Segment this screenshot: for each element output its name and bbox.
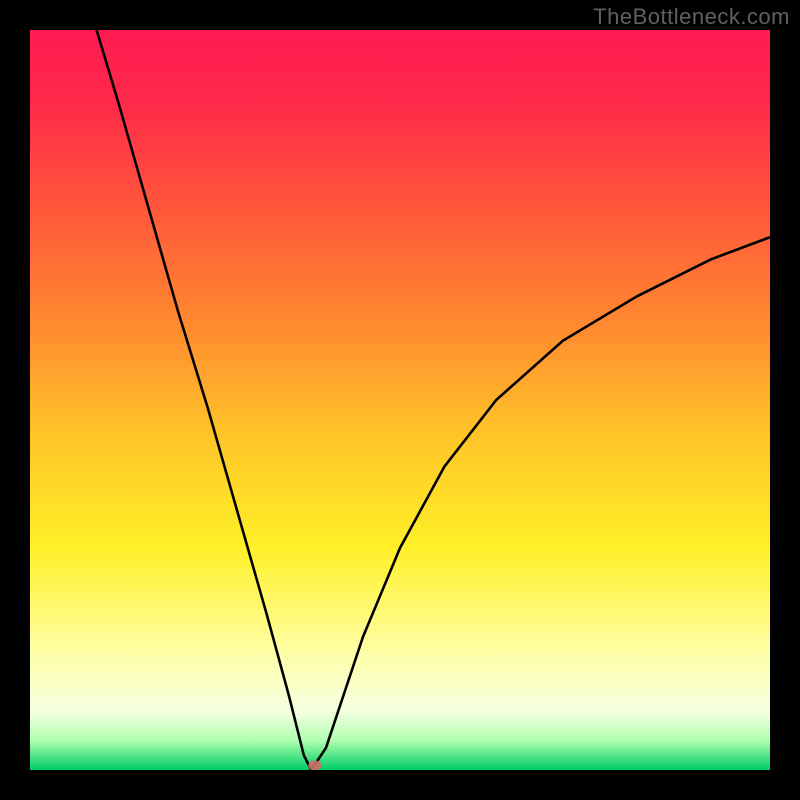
curve-right-branch	[311, 237, 770, 770]
watermark-text: TheBottleneck.com	[593, 4, 790, 30]
vertex-marker	[308, 760, 321, 770]
curve-left-branch	[97, 30, 312, 770]
chart-svg	[0, 0, 800, 800]
